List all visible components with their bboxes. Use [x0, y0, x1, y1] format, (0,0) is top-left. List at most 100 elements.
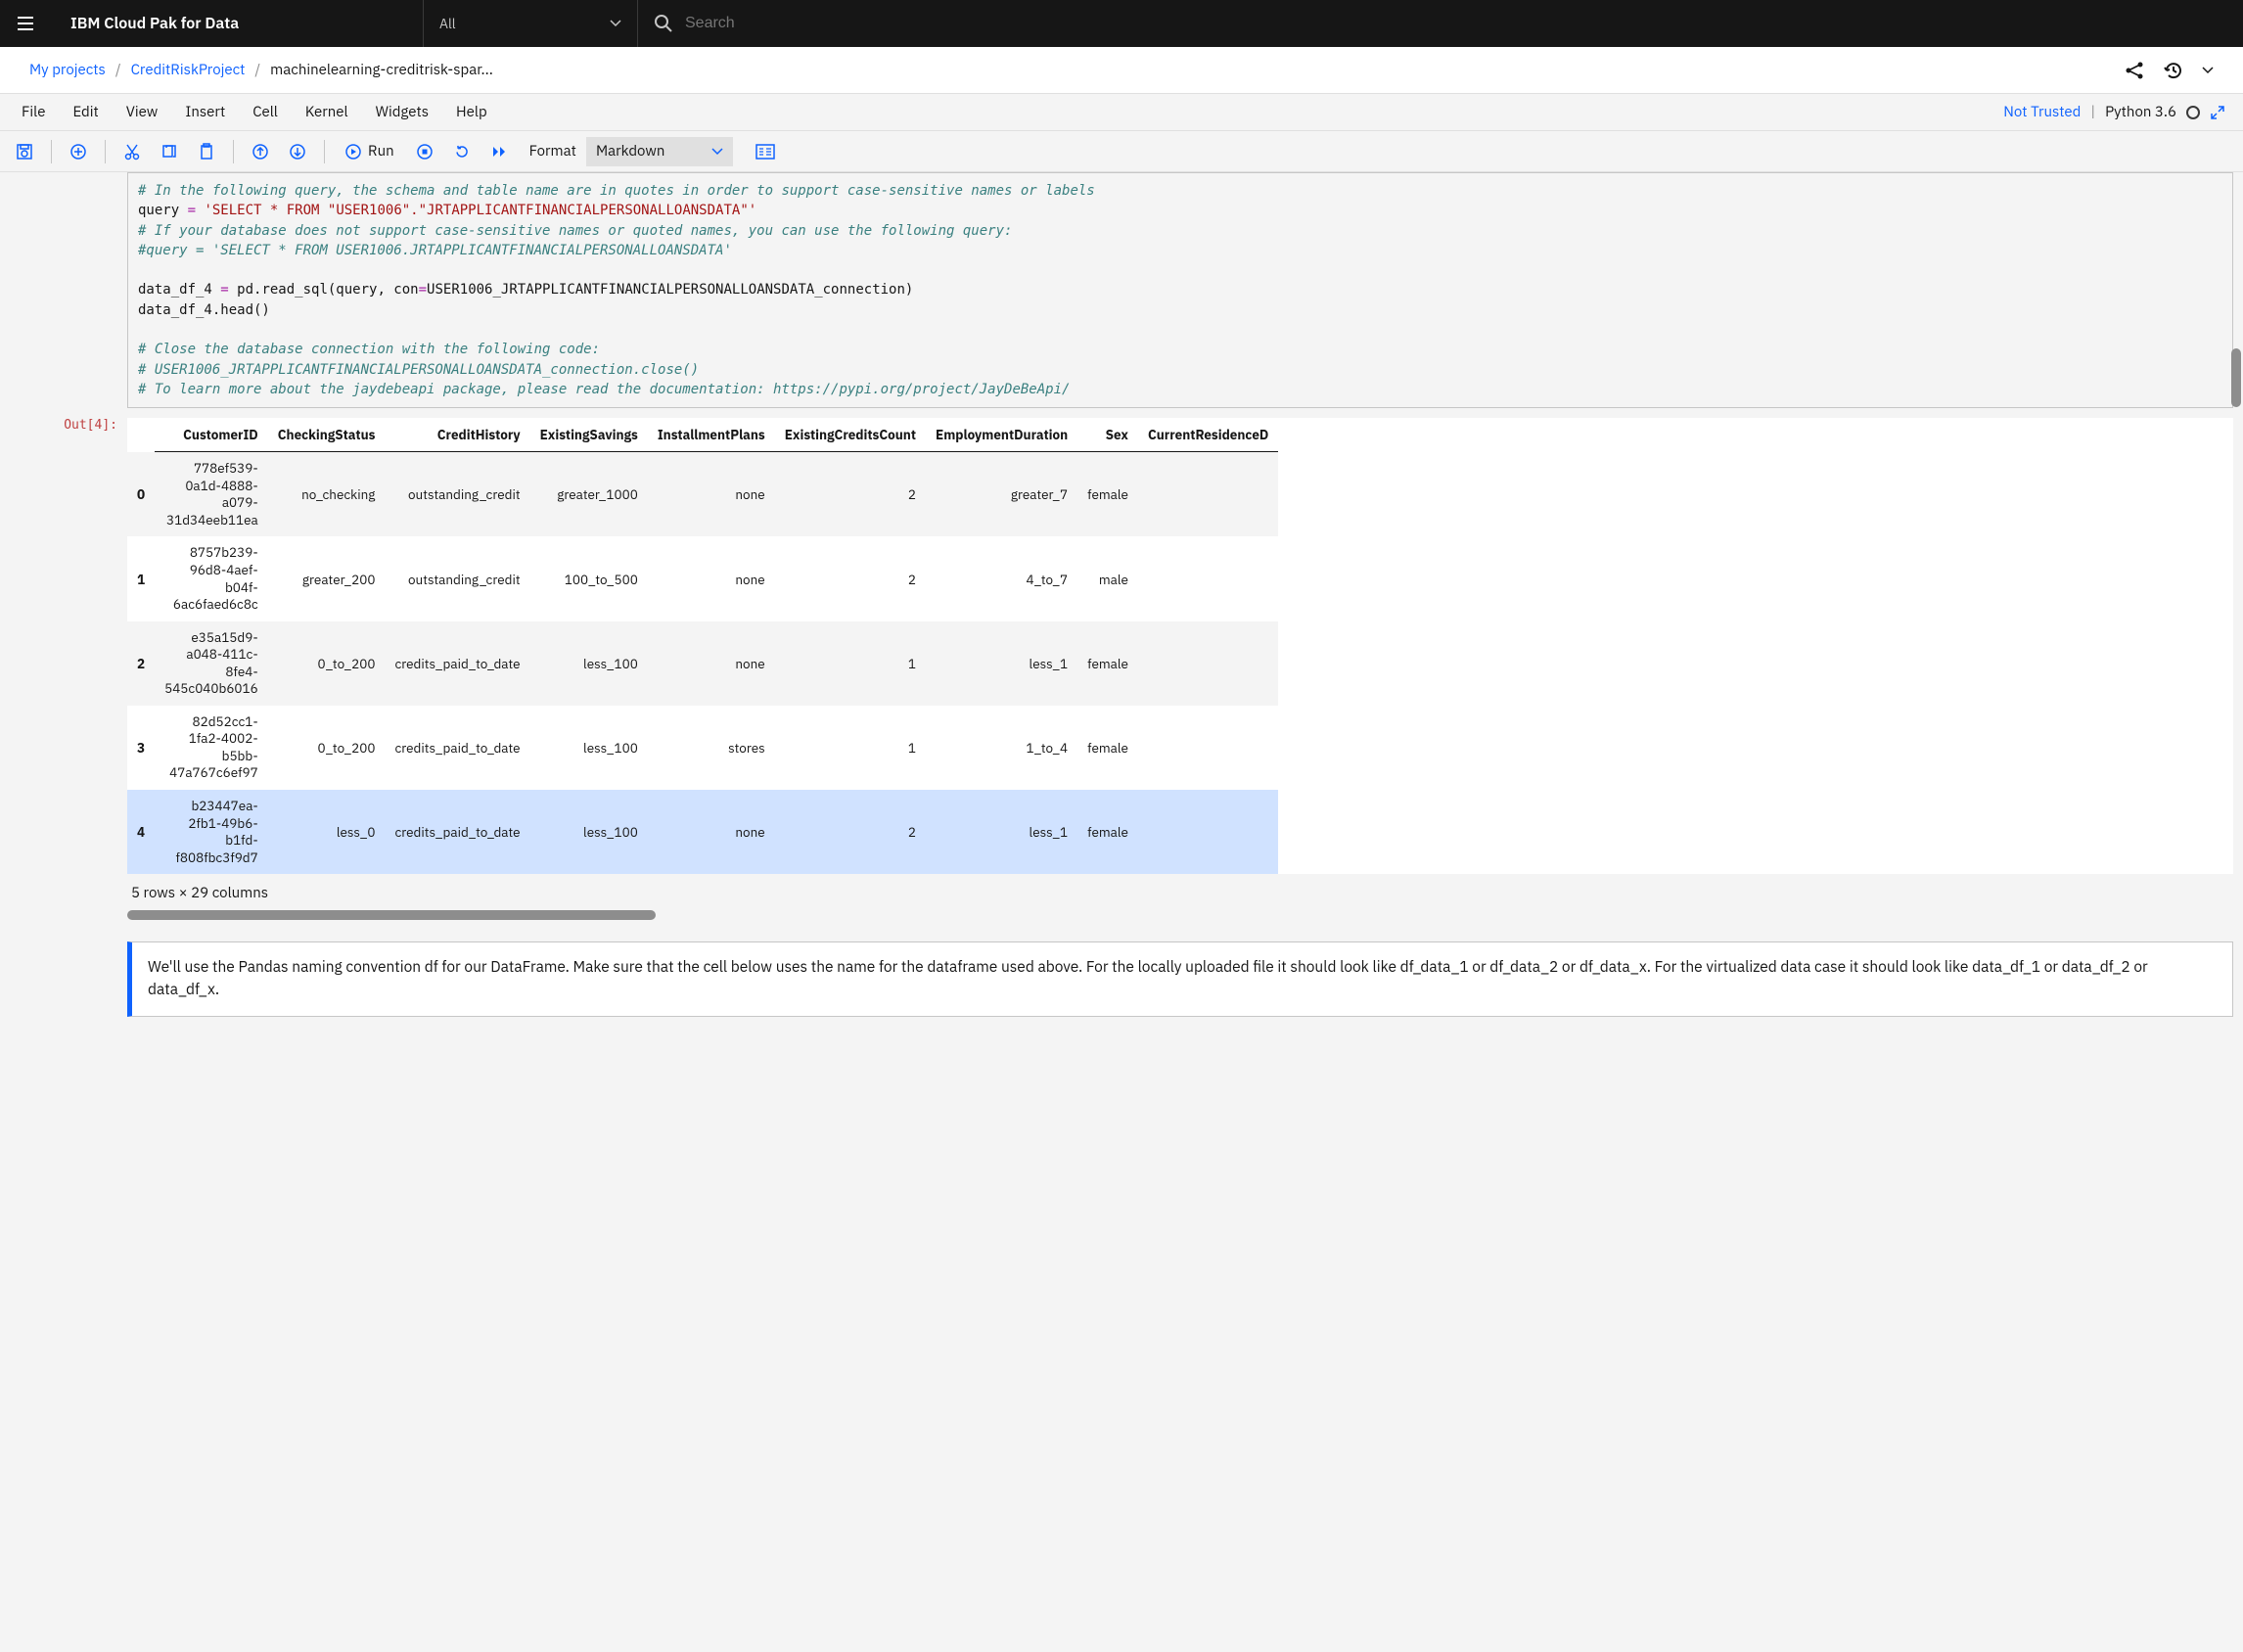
table-cell: outstanding_credit	[385, 536, 529, 620]
menu-file[interactable]: File	[8, 95, 59, 129]
restart-button[interactable]	[445, 135, 479, 168]
table-cell: 1	[127, 536, 155, 620]
table-cell	[1138, 706, 1278, 790]
table-cell: male	[1077, 536, 1138, 620]
move-down-button[interactable]	[281, 135, 314, 168]
table-cell: 2	[127, 621, 155, 706]
kernel-indicator-icon	[2186, 106, 2200, 119]
table-cell: less_0	[268, 790, 386, 874]
table-cell: none	[648, 790, 775, 874]
notebook-area[interactable]: # In the following query, the schema and…	[0, 172, 2243, 1652]
table-cell: 1_to_4	[926, 706, 1077, 790]
breadcrumb-sep: /	[115, 61, 121, 79]
table-cell: 3	[127, 706, 155, 790]
column-header: ExistingCreditsCount	[775, 418, 926, 452]
table-cell: less_100	[530, 621, 648, 706]
hamburger-menu[interactable]	[0, 0, 51, 47]
dataframe-table: CustomerIDCheckingStatusCreditHistoryExi…	[127, 418, 1278, 874]
table-cell: greater_7	[926, 452, 1077, 537]
table-cell: 0	[127, 452, 155, 537]
add-cell-button[interactable]	[62, 135, 95, 168]
trust-indicator[interactable]: Not Trusted	[2003, 103, 2081, 121]
menu-edit[interactable]: Edit	[59, 95, 112, 129]
copy-button[interactable]	[153, 135, 186, 168]
table-cell: less_1	[926, 621, 1077, 706]
table-cell: 0_to_200	[268, 706, 386, 790]
table-cell: credits_paid_to_date	[385, 706, 529, 790]
kernel-name[interactable]: Python 3.6	[2105, 103, 2176, 121]
column-header: EmploymentDuration	[926, 418, 1077, 452]
menu-view[interactable]: View	[113, 95, 172, 129]
scope-dropdown[interactable]: All	[423, 0, 638, 47]
table-cell: 82d52cc1- 1fa2-4002- b5bb- 47a767c6ef97	[155, 706, 268, 790]
table-cell: 2	[775, 536, 926, 620]
run-label: Run	[368, 142, 394, 161]
menu-kernel[interactable]: Kernel	[292, 95, 362, 129]
table-cell: 0_to_200	[268, 621, 386, 706]
table-cell: 4_to_7	[926, 536, 1077, 620]
run-button[interactable]: Run	[335, 135, 404, 168]
horizontal-scrollbar[interactable]	[127, 910, 2233, 920]
markdown-content[interactable]: We'll use the Pandas naming convention d…	[127, 941, 2233, 1017]
table-cell: 778ef539- 0a1d-4888- a079- 31d34eeb11ea	[155, 452, 268, 537]
chevron-down-icon	[610, 20, 621, 27]
chevron-down-icon	[711, 148, 723, 156]
scrollbar-thumb[interactable]	[127, 910, 656, 920]
table-cell: none	[648, 621, 775, 706]
command-palette-button[interactable]	[749, 135, 782, 168]
search-box[interactable]	[638, 14, 2243, 33]
column-header: CheckingStatus	[268, 418, 386, 452]
breadcrumb-sep: /	[254, 61, 260, 79]
kernel-sep: |	[2090, 103, 2095, 121]
table-cell: b23447ea- 2fb1-49b6- b1fd- f808fbc3f9d7	[155, 790, 268, 874]
scrollbar-thumb[interactable]	[2231, 348, 2241, 407]
table-cell: greater_1000	[530, 452, 648, 537]
breadcrumb: My projects / CreditRiskProject / machin…	[29, 61, 493, 79]
table-cell: 1	[775, 706, 926, 790]
code-cell[interactable]: # In the following query, the schema and…	[10, 172, 2233, 408]
toolbar: Run Format Markdown	[0, 131, 2243, 172]
table-row: 2e35a15d9- a048-411c- 8fe4- 545c040b6016…	[127, 621, 1278, 706]
menu-cell[interactable]: Cell	[239, 95, 292, 129]
search-input[interactable]	[685, 15, 2227, 32]
run-all-button[interactable]	[482, 135, 516, 168]
expand-icon[interactable]	[2210, 105, 2225, 120]
breadcrumb-link[interactable]: My projects	[29, 61, 106, 79]
table-cell: no_checking	[268, 452, 386, 537]
menu-help[interactable]: Help	[442, 95, 501, 129]
code-editor[interactable]: # In the following query, the schema and…	[127, 172, 2233, 408]
scope-label: All	[439, 15, 456, 32]
move-up-button[interactable]	[244, 135, 277, 168]
table-cell: 100_to_500	[530, 536, 648, 620]
table-cell: e35a15d9- a048-411c- 8fe4- 545c040b6016	[155, 621, 268, 706]
table-cell: less_100	[530, 790, 648, 874]
table-cell: less_1	[926, 790, 1077, 874]
breadcrumb-link[interactable]: CreditRiskProject	[131, 61, 246, 79]
table-cell: less_100	[530, 706, 648, 790]
menu-widgets[interactable]: Widgets	[362, 95, 442, 129]
table-cell	[1138, 536, 1278, 620]
table-row: 4b23447ea- 2fb1-49b6- b1fd- f808fbc3f9d7…	[127, 790, 1278, 874]
search-icon	[654, 14, 673, 33]
dataframe-output[interactable]: CustomerIDCheckingStatusCreditHistoryExi…	[127, 418, 2233, 874]
table-row: 382d52cc1- 1fa2-4002- b5bb- 47a767c6ef97…	[127, 706, 1278, 790]
cell-type-select[interactable]: Markdown	[586, 137, 733, 166]
column-header: Sex	[1077, 418, 1138, 452]
table-row: 18757b239- 96d8-4aef- b04f- 6ac6faed6c8c…	[127, 536, 1278, 620]
table-cell: outstanding_credit	[385, 452, 529, 537]
table-cell: credits_paid_to_date	[385, 790, 529, 874]
history-icon[interactable]	[2163, 60, 2184, 81]
save-button[interactable]	[8, 135, 41, 168]
paste-button[interactable]	[190, 135, 223, 168]
menubar: FileEditViewInsertCellKernelWidgetsHelp …	[0, 94, 2243, 131]
table-cell: 4	[127, 790, 155, 874]
cut-button[interactable]	[115, 135, 149, 168]
table-cell: stores	[648, 706, 775, 790]
stop-button[interactable]	[408, 135, 441, 168]
share-icon[interactable]	[2124, 60, 2145, 81]
column-header: CreditHistory	[385, 418, 529, 452]
chevron-down-icon[interactable]	[2202, 67, 2214, 74]
menu-insert[interactable]: Insert	[171, 95, 239, 129]
column-header: ExistingSavings	[530, 418, 648, 452]
markdown-cell[interactable]: We'll use the Pandas naming convention d…	[10, 934, 2233, 1017]
